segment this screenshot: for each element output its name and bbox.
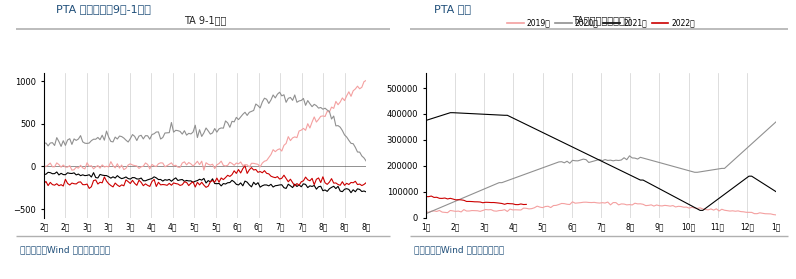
Text: 资料来源：Wind 中信期货研究部: 资料来源：Wind 中信期货研究部 (20, 246, 110, 254)
Text: TA 9-1价差: TA 9-1价差 (184, 15, 227, 25)
Text: PTA 仓单: PTA 仓单 (434, 4, 470, 14)
Text: 资料来源：Wind 中信期货研究部: 资料来源：Wind 中信期货研究部 (414, 246, 504, 254)
Text: PTA 月间价差（9月-1月）: PTA 月间价差（9月-1月） (56, 4, 150, 14)
Text: TA仓单（包括预报）: TA仓单（包括预报） (572, 15, 630, 25)
Legend: 2019年, 2020年, 2021年, 2022年: 2019年, 2020年, 2021年, 2022年 (504, 15, 698, 30)
